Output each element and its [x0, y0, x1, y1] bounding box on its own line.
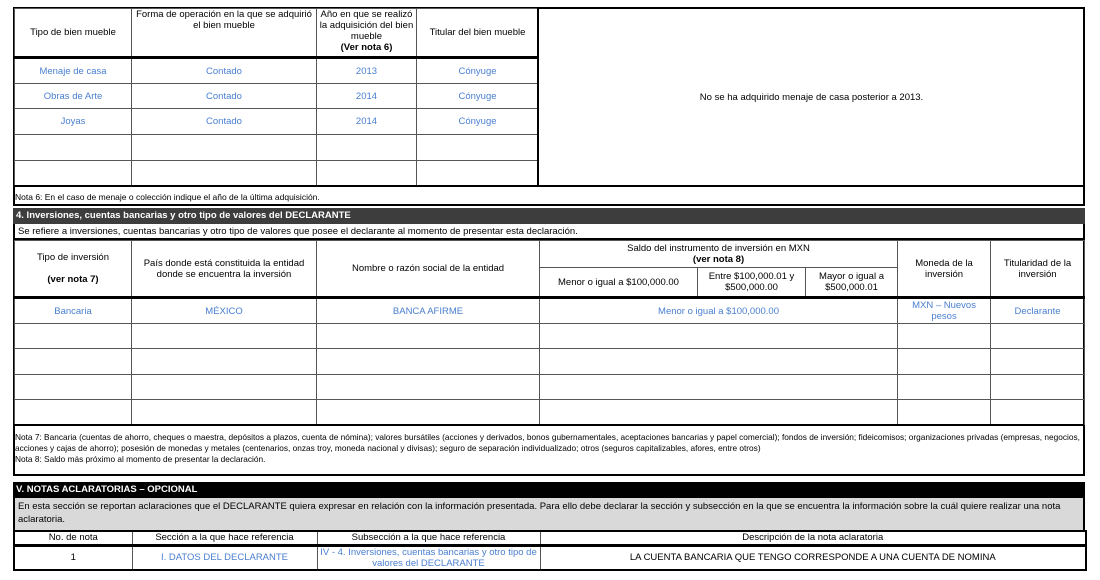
- header-rango-3: Mayor o igual a $500,000.01: [804, 267, 899, 299]
- cell: Joyas: [14, 108, 132, 135]
- cell-titularidad: Declarante: [990, 297, 1086, 324]
- table-row: Bancaria MÉXICO BANCA AFIRME Menor o igu…: [14, 297, 1086, 324]
- table-row-empty: [14, 323, 1086, 349]
- table-row: Obras de Arte Contado 2014 Cónyuge: [14, 83, 539, 109]
- cell-moneda: MXN – Nuevos pesos: [897, 297, 992, 324]
- cell: Cónyuge: [416, 108, 539, 135]
- table-row: 1 I. DATOS DEL DECLARANTE IV - 4. Invers…: [13, 544, 1087, 571]
- notas-description: En esta sección se reportan aclaraciones…: [13, 498, 1085, 530]
- table-row-empty: [14, 399, 1086, 425]
- header-rango-2: Entre $100,000.01 y $500,000.00: [697, 267, 806, 299]
- header-saldo: Saldo del instrumento de inversión en MX…: [627, 243, 810, 254]
- inversiones-table: Tipo de inversión (ver nota 7) País donde…: [14, 240, 1086, 425]
- cell-descripcion: LA CUENTA BANCARIA QUE TENGO CORRESPONDE…: [539, 544, 1087, 571]
- cell: Contado: [131, 83, 317, 109]
- header-subseccion: Subsección a la que hace referencia: [316, 530, 541, 547]
- header-titular: Titular del bien mueble: [416, 8, 539, 59]
- table-row: Joyas Contado 2014 Cónyuge: [14, 108, 539, 135]
- table-row-empty: [14, 160, 539, 186]
- header-pais: País donde está constituida la entidad d…: [131, 240, 317, 299]
- header-saldo-note: (ver nota 8): [692, 254, 745, 265]
- cell-seccion: I. DATOS DEL DECLARANTE: [131, 544, 318, 571]
- cell: 2013: [316, 57, 417, 84]
- cell-pais: MÉXICO: [131, 297, 317, 324]
- table-row-empty: [14, 374, 1086, 400]
- header-descripcion: Descripción de la nota aclaratoria: [539, 530, 1087, 547]
- header-titularidad: Titularidad de la inversión: [990, 240, 1086, 299]
- cell: 2014: [316, 83, 417, 109]
- cell: Cónyuge: [416, 57, 539, 84]
- header-tipo-inversion: Tipo de inversión: [37, 252, 109, 263]
- table-row-empty: [14, 348, 1086, 375]
- header-rango-1: Menor o igual a $100,000.00: [539, 267, 698, 299]
- header-tipo: Tipo de bien mueble: [14, 8, 132, 59]
- header-anio: Año en que se realizó la adquisición del…: [319, 9, 414, 42]
- header-tipo-note: (ver nota 7): [47, 274, 99, 285]
- inversiones-description: Se refiere a inversiones, cuentas bancar…: [13, 224, 1085, 239]
- nota-6: Nota 6: En el caso de menaje o colección…: [15, 192, 320, 202]
- nota-7: Nota 7: Bancaria (cuentas de ahorro, che…: [15, 432, 1080, 453]
- cell: Cónyuge: [416, 83, 539, 109]
- nota-8: Nota 8: Saldo más próximo al momento de …: [15, 454, 266, 464]
- header-seccion: Sección a la que hace referencia: [131, 530, 318, 547]
- header-nombre: Nombre o razón social de la entidad: [316, 240, 540, 299]
- header-forma: Forma de operación en la que se adquirió…: [131, 8, 317, 59]
- notas-table: No. de nota Sección a la que hace refere…: [13, 530, 1087, 571]
- notas-title: V. NOTAS ACLARATORIAS – OPCIONAL: [13, 482, 1085, 498]
- cell-subseccion: IV - 4. Inversiones, cuentas bancarias y…: [316, 544, 541, 571]
- header-no-nota: No. de nota: [13, 530, 133, 547]
- cell: Menaje de casa: [14, 57, 132, 84]
- header-moneda: Moneda de la inversión: [897, 240, 992, 299]
- inversiones-title: 4. Inversiones, cuentas bancarias y otro…: [13, 208, 1085, 224]
- bienes-muebles-remark: No se ha adquirido menaje de casa poster…: [699, 92, 924, 103]
- cell-tipo: Bancaria: [14, 297, 132, 324]
- cell-nombre: BANCA AFIRME: [316, 297, 540, 324]
- cell: Contado: [131, 108, 317, 135]
- header-anio-note: (Ver nota 6): [340, 42, 393, 53]
- cell-saldo: Menor o igual a $100,000.00: [538, 297, 899, 324]
- table-row-empty: [14, 134, 539, 161]
- cell: Contado: [131, 57, 317, 84]
- table-row: Menaje de casa Contado 2013 Cónyuge: [14, 57, 539, 84]
- bienes-muebles-table: Tipo de bien mueble Forma de operación e…: [14, 8, 539, 186]
- cell: 2014: [316, 108, 417, 135]
- cell-no-nota: 1: [13, 544, 133, 571]
- cell: Obras de Arte: [14, 83, 132, 109]
